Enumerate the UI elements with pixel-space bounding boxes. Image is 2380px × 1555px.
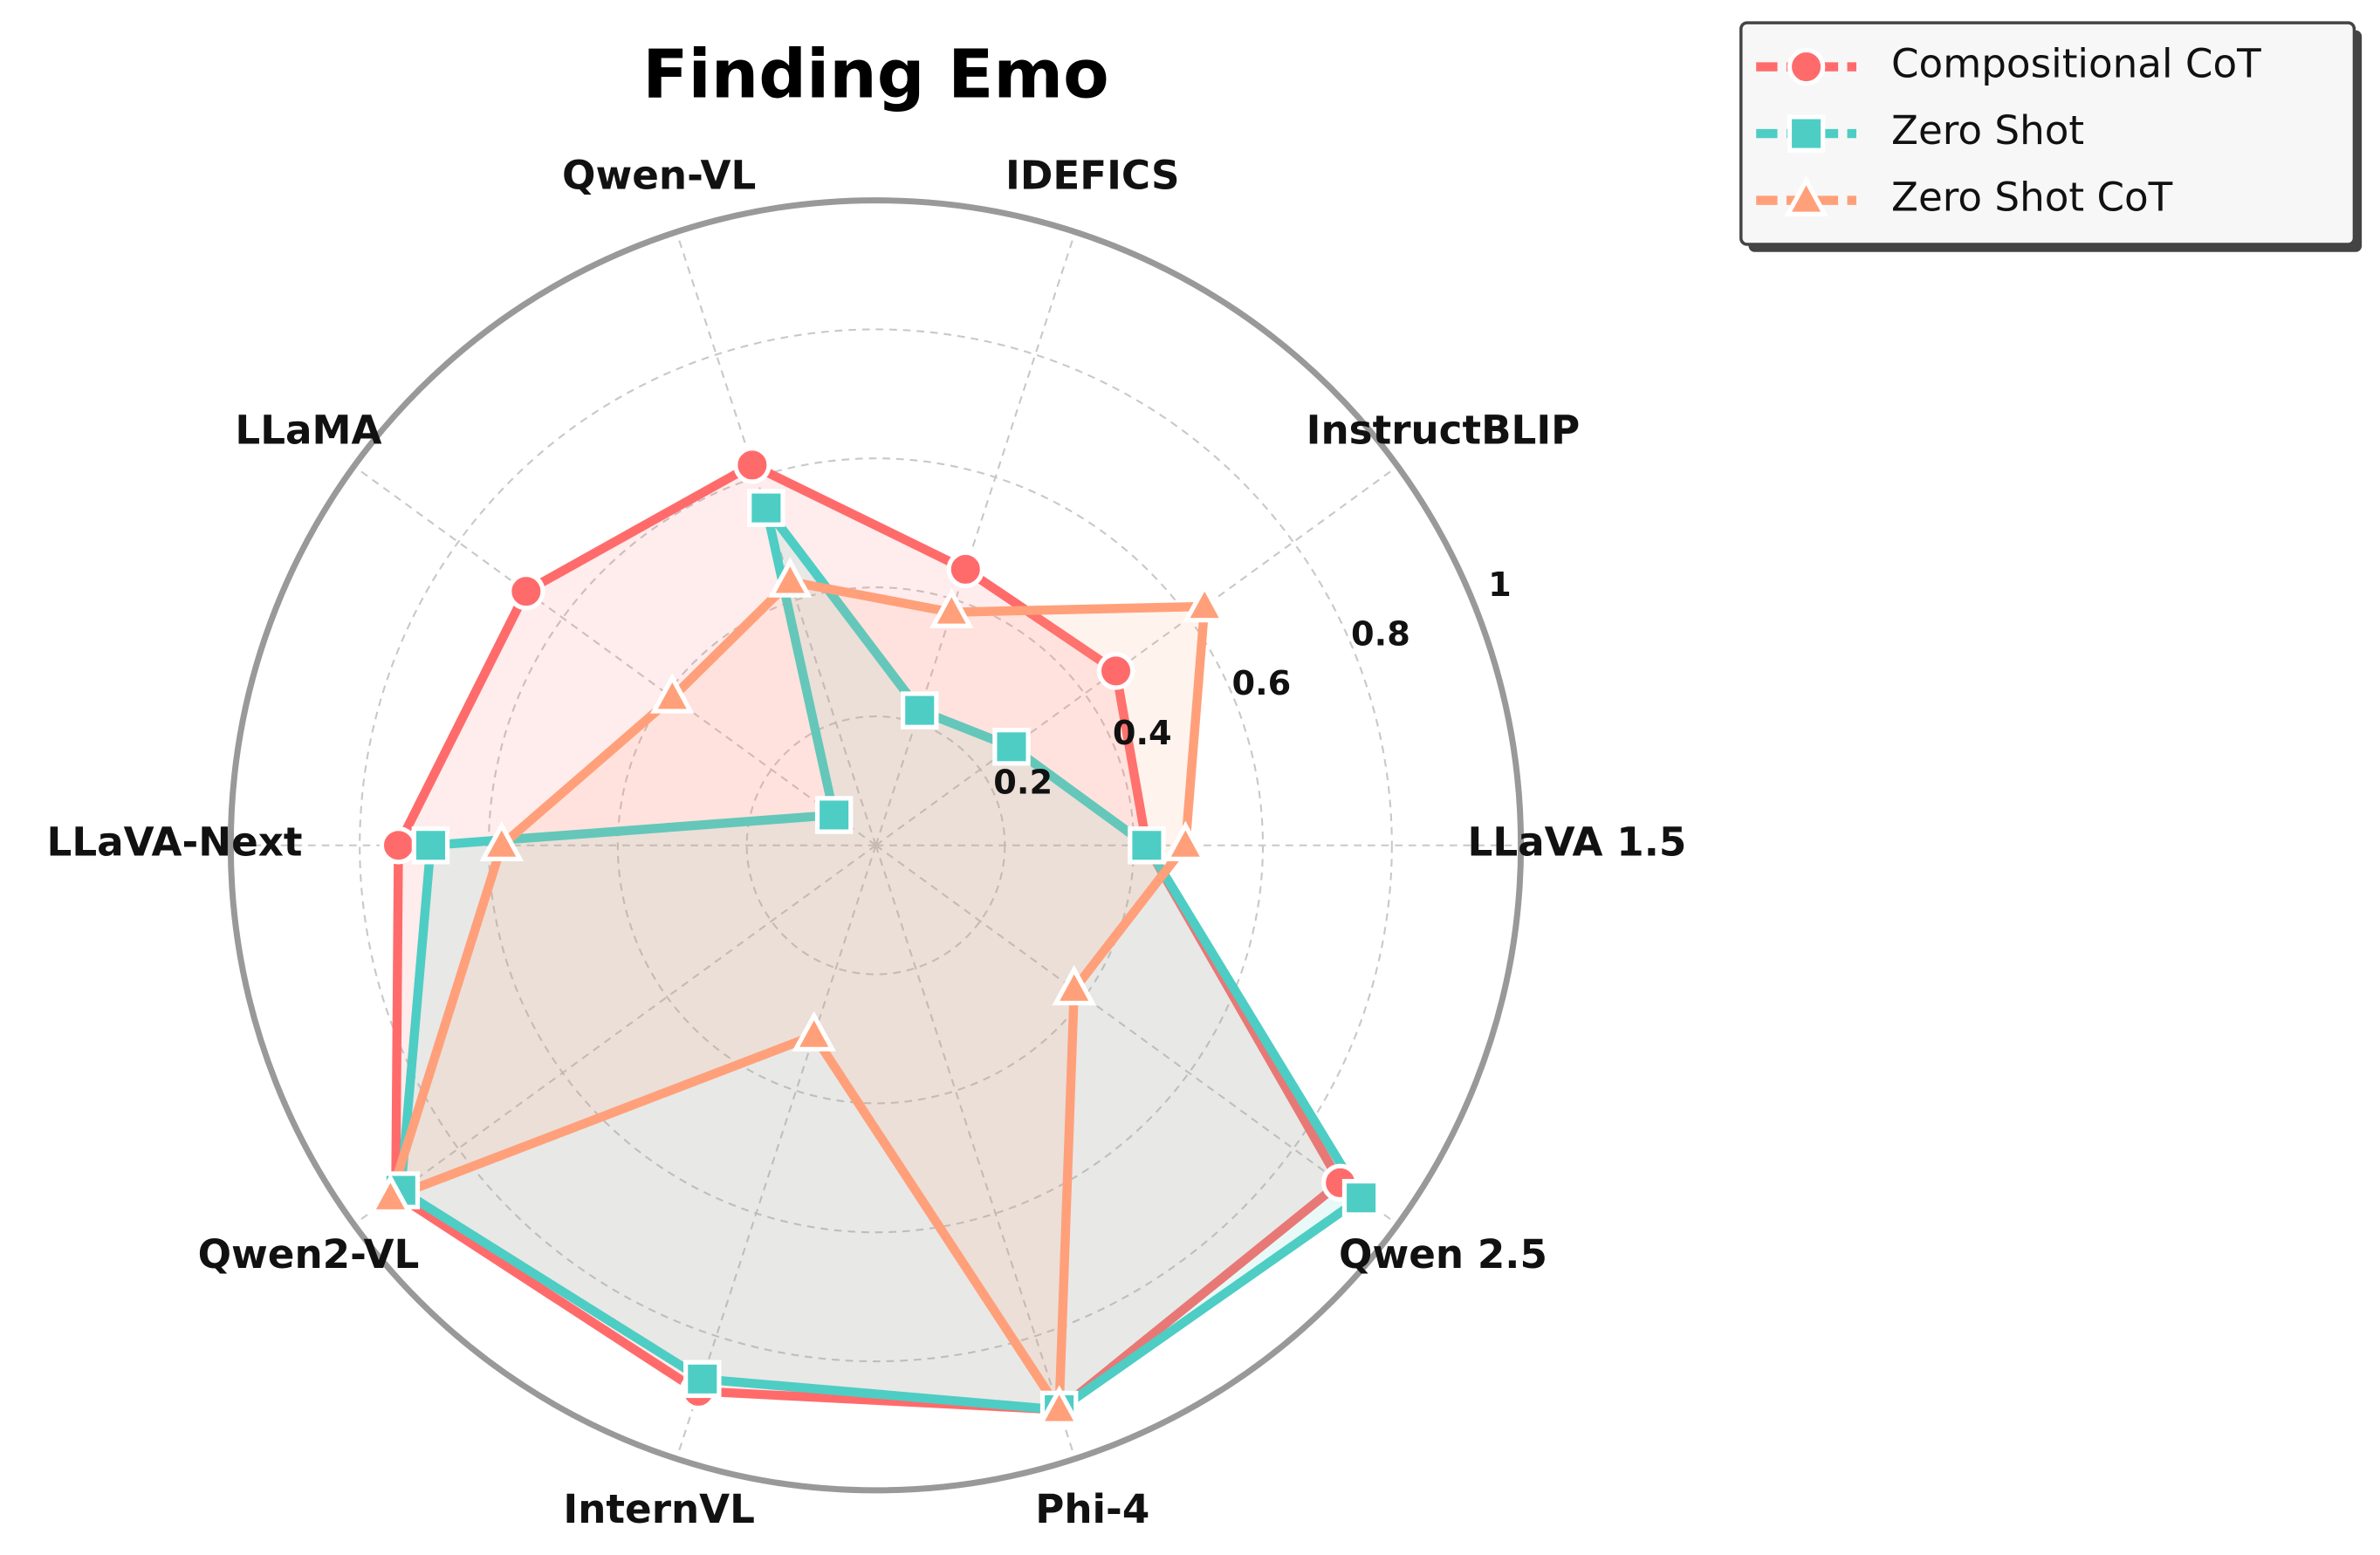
point bbox=[1163, 820, 1208, 862]
spoke bbox=[874, 231, 1076, 846]
category-label: InternVL bbox=[563, 1486, 755, 1532]
category-label: Qwen-VL bbox=[562, 153, 756, 199]
point bbox=[929, 587, 974, 628]
point bbox=[1787, 47, 1826, 86]
category-label: LLaVA 1.5 bbox=[1468, 819, 1687, 866]
r-tick-label: 1 bbox=[1488, 565, 1512, 605]
series-area bbox=[395, 464, 1341, 1410]
point bbox=[479, 820, 525, 862]
spoke bbox=[353, 465, 877, 846]
point bbox=[1096, 652, 1135, 690]
point bbox=[992, 728, 1031, 766]
point bbox=[792, 1010, 836, 1052]
point bbox=[747, 489, 785, 527]
point bbox=[901, 691, 939, 730]
series-markers bbox=[381, 489, 1381, 1429]
point bbox=[1787, 114, 1826, 153]
point bbox=[768, 557, 813, 598]
point bbox=[733, 446, 772, 484]
category-label: Qwen2-VL bbox=[198, 1231, 420, 1278]
grid-ring bbox=[745, 715, 1006, 976]
spoke bbox=[874, 465, 1399, 846]
outer-ring bbox=[227, 197, 1525, 1494]
category-label: LLaMA bbox=[235, 407, 381, 453]
r-tick-label: 0.4 bbox=[1113, 714, 1172, 753]
point bbox=[1037, 1385, 1081, 1426]
category-label: LLaVA-Next bbox=[47, 819, 303, 866]
spoke bbox=[676, 845, 877, 1460]
point bbox=[1182, 581, 1227, 623]
legend-label: Compositional CoT bbox=[1891, 41, 2261, 87]
point bbox=[411, 826, 450, 865]
r-tick-label: 0.8 bbox=[1351, 615, 1410, 654]
legend-box bbox=[1739, 21, 2356, 246]
series-markers bbox=[368, 557, 1227, 1426]
point bbox=[1784, 175, 1828, 216]
chart-title: Finding Emo bbox=[642, 36, 1108, 113]
category-label: Qwen 2.5 bbox=[1339, 1231, 1547, 1278]
spoke bbox=[676, 231, 877, 846]
category-label: Phi-4 bbox=[1035, 1486, 1149, 1532]
r-tick-label: 0.2 bbox=[993, 763, 1053, 802]
spoke bbox=[353, 844, 877, 1226]
r-tick-label: 0.6 bbox=[1231, 664, 1291, 703]
spoke bbox=[874, 844, 1399, 1226]
legend-label: Zero Shot CoT bbox=[1891, 175, 2173, 221]
grid-ring bbox=[487, 457, 1265, 1234]
point bbox=[650, 673, 695, 714]
spoke bbox=[874, 845, 1076, 1460]
point bbox=[379, 826, 418, 865]
series-area bbox=[390, 581, 1205, 1410]
point bbox=[368, 1173, 413, 1215]
point bbox=[1052, 964, 1096, 1006]
point bbox=[1341, 1179, 1381, 1217]
point bbox=[1128, 826, 1166, 865]
grid bbox=[227, 197, 1525, 1494]
point bbox=[683, 1360, 722, 1399]
point bbox=[814, 796, 854, 834]
legend: Compositional CoT Zero Shot Zero Shot CoT bbox=[1739, 21, 2363, 252]
category-label: IDEFICS bbox=[1005, 153, 1179, 199]
point bbox=[507, 572, 545, 611]
grid-ring bbox=[359, 328, 1393, 1363]
legend-label: Zero Shot bbox=[1891, 107, 2084, 154]
category-label: InstructBLIP bbox=[1307, 407, 1581, 453]
point bbox=[946, 550, 985, 589]
series-area bbox=[401, 508, 1361, 1410]
